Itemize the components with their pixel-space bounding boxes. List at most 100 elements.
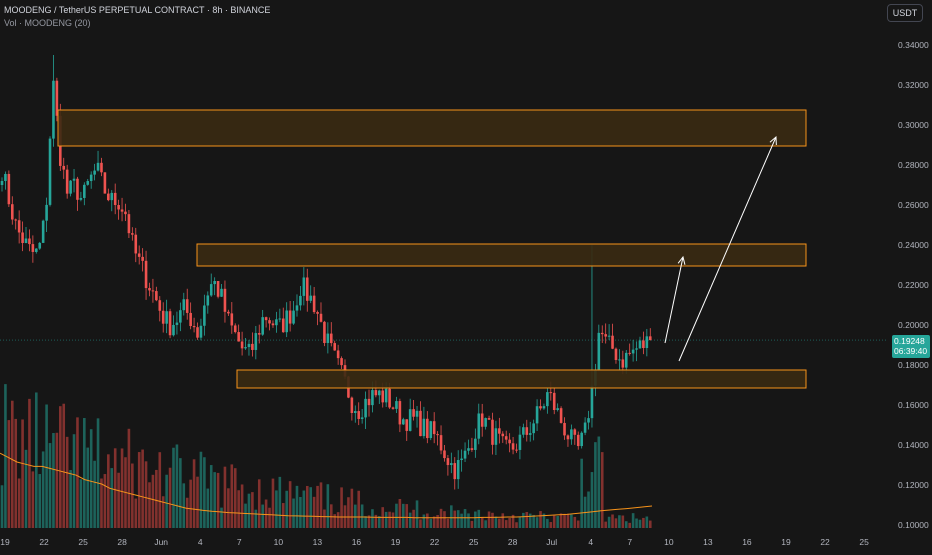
candle-body	[144, 260, 148, 289]
candle-body	[52, 80, 55, 139]
volume-bar	[556, 516, 559, 528]
candle-body	[367, 398, 371, 406]
candle-body	[645, 336, 649, 349]
volume-bar	[305, 485, 309, 528]
volume-bar	[45, 404, 48, 528]
candle-body	[120, 209, 124, 212]
volume-bar	[439, 508, 443, 528]
candle-body	[450, 463, 453, 466]
candle-body	[395, 401, 398, 409]
price-zone	[196, 243, 807, 267]
volume-bar	[587, 491, 590, 528]
candle-body	[319, 313, 323, 322]
volume-bar	[55, 432, 59, 528]
candle-body	[381, 390, 385, 403]
volume-bar	[614, 518, 618, 528]
candle-body	[281, 318, 285, 333]
volume-bar	[107, 454, 110, 528]
volume-bar	[573, 516, 577, 528]
candle-body	[69, 180, 72, 194]
candle-body	[103, 172, 107, 194]
volume-bar	[340, 487, 343, 528]
volume-bar	[244, 503, 247, 528]
x-tick-label: 13	[703, 537, 713, 547]
volume-bar	[206, 488, 210, 528]
volume-bar	[480, 517, 484, 528]
volume-bar	[100, 478, 103, 528]
volume-bar	[450, 505, 453, 528]
volume-bar	[546, 518, 549, 528]
volume-bar	[535, 517, 539, 528]
candle-body	[48, 138, 52, 205]
candle-body	[542, 406, 546, 409]
candle-body	[415, 410, 419, 417]
candle-body	[309, 295, 312, 301]
candle-body	[353, 411, 357, 414]
volume-bar	[549, 522, 553, 528]
volume-bar	[378, 516, 381, 528]
volume-bar	[288, 481, 292, 528]
volume-bar	[113, 448, 117, 528]
volume-bar	[323, 509, 326, 528]
candle-body	[271, 323, 275, 326]
volume-bar	[31, 471, 35, 528]
volume-bar	[141, 449, 144, 528]
symbol-title[interactable]: MOODENG / TetherUS PERPETUAL CONTRACT · …	[4, 5, 271, 15]
candle-body	[316, 312, 319, 314]
volume-bar	[422, 514, 426, 528]
y-tick-label: 0.14000	[898, 440, 929, 450]
candle-body	[206, 295, 210, 306]
volume-bar	[299, 497, 302, 528]
volume-bar	[7, 420, 11, 528]
volume-bar	[175, 444, 179, 528]
y-tick-label: 0.32000	[898, 80, 929, 90]
volume-bar	[371, 509, 374, 528]
x-tick-label: 13	[313, 537, 323, 547]
volume-bar	[192, 459, 196, 528]
volume-bar	[144, 461, 148, 528]
volume-bar	[429, 518, 433, 528]
candle-body	[179, 310, 182, 323]
candle-body	[86, 181, 90, 185]
candle-body	[597, 332, 601, 370]
candle-body	[408, 409, 412, 431]
candle-body	[573, 429, 577, 435]
volume-indicator-label[interactable]: Vol · MOODENG (20)	[4, 18, 91, 28]
y-tick-label: 0.10000	[898, 520, 929, 530]
candle-body	[213, 281, 216, 285]
volume-bar	[463, 509, 467, 528]
volume-bar	[333, 514, 337, 528]
volume-bar	[254, 509, 258, 528]
currency-button[interactable]: USDT	[887, 4, 923, 22]
candle-body	[498, 428, 501, 434]
x-tick-label: 7	[237, 537, 242, 547]
volume-bar	[559, 513, 563, 528]
candle-body	[261, 317, 264, 335]
volume-bar	[275, 490, 278, 528]
volume-bar	[388, 511, 391, 528]
volume-bar	[213, 472, 216, 528]
candle-body	[189, 312, 192, 327]
volume-bar	[631, 513, 635, 528]
volume-bar	[594, 442, 597, 528]
volume-bar	[247, 493, 251, 528]
volume-bar	[374, 514, 378, 528]
candle-body	[391, 407, 395, 409]
candle-body	[429, 421, 433, 439]
candle-body	[288, 310, 292, 324]
candle-body	[323, 321, 326, 343]
volume-bar	[638, 519, 642, 528]
candle-body	[93, 170, 96, 175]
candle-body	[292, 310, 295, 324]
candle-body	[436, 434, 439, 436]
y-tick-label: 0.18000	[898, 360, 929, 370]
candle-body	[79, 197, 83, 200]
volume-bar	[467, 513, 470, 528]
candle-body	[10, 204, 14, 220]
candle-body	[501, 433, 505, 437]
volume-bar	[76, 417, 79, 528]
volume-bar	[402, 503, 405, 528]
candle-body	[216, 281, 220, 297]
